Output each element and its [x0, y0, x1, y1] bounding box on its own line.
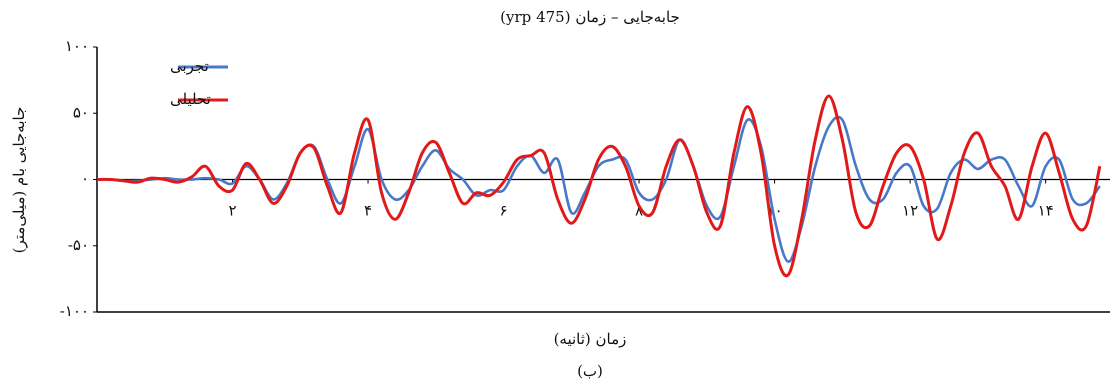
y-tick-label: ۰ [81, 170, 89, 188]
legend-label: تجربی [170, 57, 209, 75]
x-tick-label: ۲ [228, 202, 236, 220]
y-tick-label: -۵۰ [68, 236, 89, 254]
x-axis-label: زمان (ثانیه) [554, 330, 627, 348]
x-tick-label: ۴ [364, 202, 372, 220]
y-tick-label: ۱۰۰ [65, 37, 89, 55]
legend-label: تحلیلی [170, 90, 211, 108]
x-tick-label: ۱۴ [1038, 202, 1054, 220]
y-axis-label: جابه‌جایی بام (میلی‌متر) [10, 107, 28, 254]
x-tick-label: ۶ [500, 202, 508, 220]
y-tick-label: -۱۰۰ [60, 302, 89, 320]
y-tick-label: ۵۰ [73, 103, 89, 121]
series-line [96, 115, 1101, 263]
x-tick-label: ۱۲ [902, 202, 918, 220]
caption: (ب) [577, 362, 603, 380]
series-line [96, 94, 1102, 278]
chart-title: جابه‌جایی – زمان (475 yrp) [500, 8, 680, 26]
x-tick-label: ۸ [635, 202, 643, 220]
